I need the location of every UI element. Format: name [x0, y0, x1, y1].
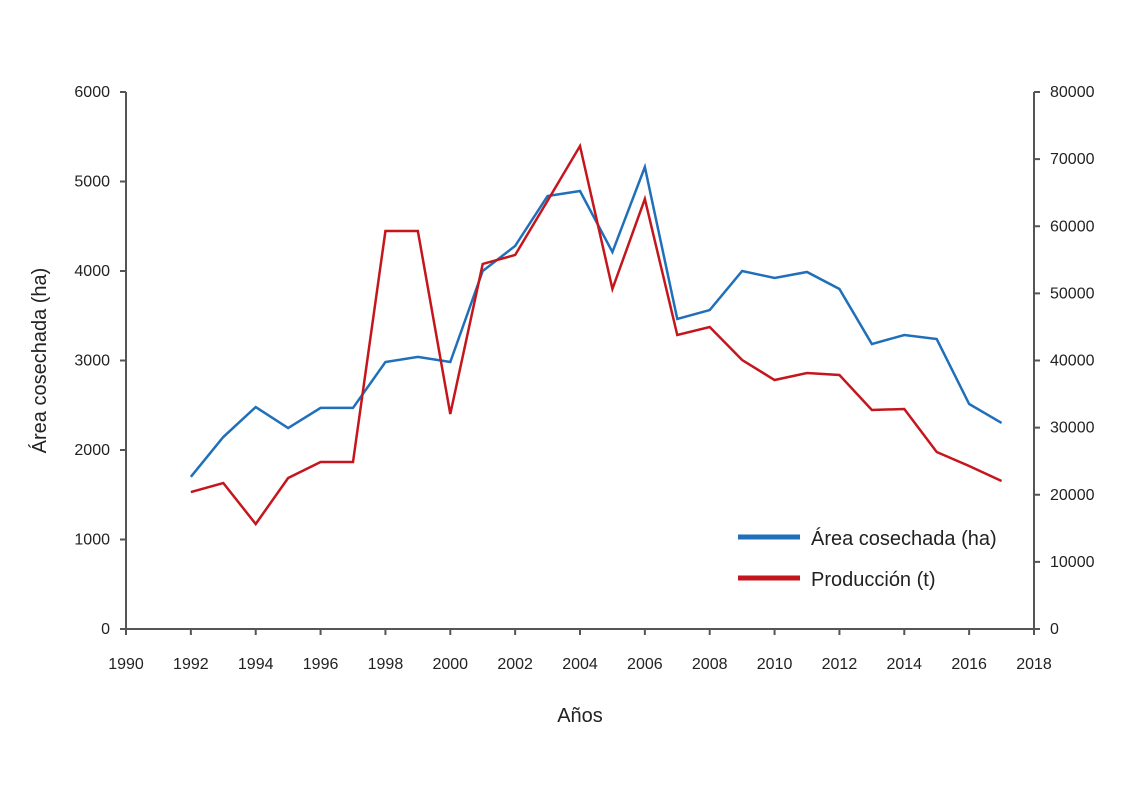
x-tick-label: 2000 — [432, 656, 468, 673]
y-tick-label-right: 10000 — [1050, 554, 1095, 571]
y-tick-label-right: 30000 — [1050, 420, 1095, 437]
y-tick-label-right: 40000 — [1050, 353, 1095, 370]
y-tick-label-right: 70000 — [1050, 151, 1095, 168]
x-tick-label: 1998 — [368, 656, 404, 673]
x-tick-label: 2010 — [757, 656, 793, 673]
y-tick-label-right: 50000 — [1050, 285, 1095, 302]
x-tick-label: 2008 — [692, 656, 728, 673]
legend-label: Área cosechada (ha) — [811, 527, 997, 550]
y-tick-label-right: 80000 — [1050, 84, 1095, 101]
y-tick-label-right: 60000 — [1050, 218, 1095, 235]
x-tick-label: 2016 — [951, 656, 987, 673]
x-tick-label: 1994 — [238, 656, 274, 673]
y-tick-label-left: 5000 — [74, 174, 110, 191]
x-tick-label: 2014 — [886, 656, 922, 673]
y-tick-label-right: 0 — [1050, 621, 1059, 638]
y-tick-label-left: 3000 — [74, 353, 110, 370]
x-tick-label: 2002 — [497, 656, 533, 673]
x-tick-label: 1990 — [108, 656, 144, 673]
y-tick-label-left: 2000 — [74, 442, 110, 459]
y-tick-label-right: 20000 — [1050, 487, 1095, 504]
x-tick-label: 2018 — [1016, 656, 1052, 673]
x-axis-title: Años — [557, 705, 603, 727]
x-tick-label: 2004 — [562, 656, 598, 673]
x-tick-label: 2012 — [822, 656, 858, 673]
x-tick-label: 2006 — [627, 656, 663, 673]
legend-label: Producción (t) — [811, 569, 936, 591]
series-line-produccion — [190, 142, 1003, 527]
x-tick-label: 1992 — [173, 656, 209, 673]
x-tick-label: 1996 — [303, 656, 339, 673]
y-tick-label-left: 0 — [101, 621, 110, 638]
y-axis-title: Área cosechada (ha) — [28, 268, 51, 454]
y-tick-label-left: 4000 — [74, 263, 110, 280]
y-tick-label-left: 6000 — [74, 84, 110, 101]
y-tick-label-left: 1000 — [74, 532, 110, 549]
